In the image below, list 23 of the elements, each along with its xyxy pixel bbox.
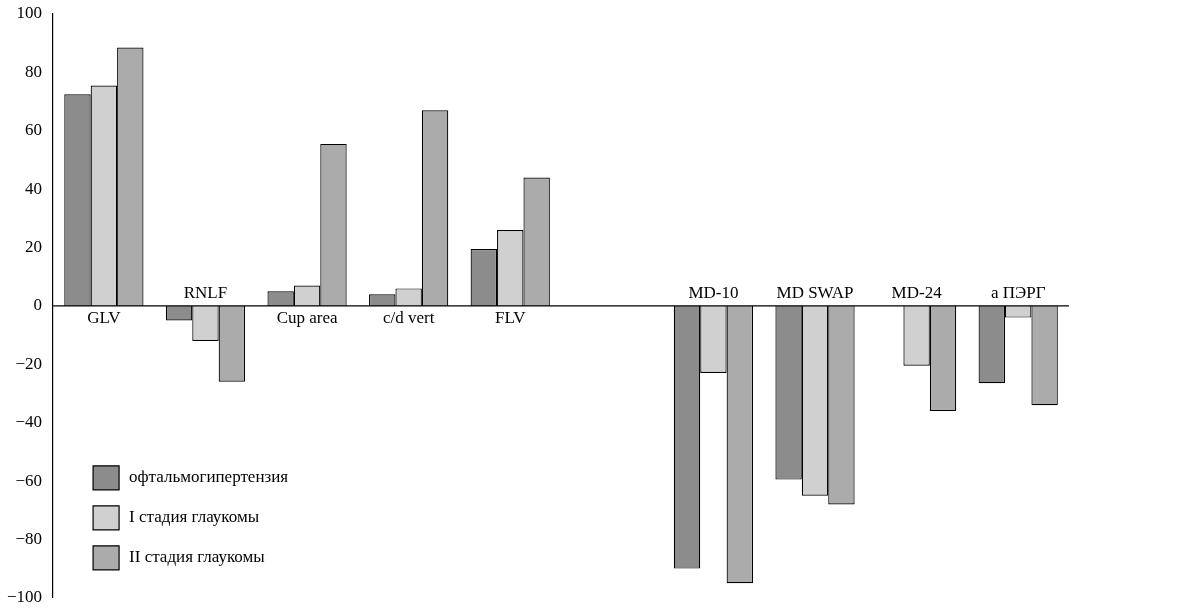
y-tick-label: 100 [16,3,43,23]
y-tick-label: 20 [25,236,43,256]
y-tick-label: −80 [15,528,43,548]
x-tick-label: Cup area [276,307,338,327]
x-tick-label: RNLF [183,282,228,302]
y-tick-label: −40 [15,412,43,432]
legend-label: I стадия глаукомы [129,507,260,527]
x-tick-label: FLV [494,307,527,327]
x-tick-label: MD SWAP [776,282,854,302]
y-tick-label: 0 [33,295,43,315]
legend-label: офтальмогипертензия [129,467,289,487]
y-tick-label: 40 [25,178,43,198]
x-tick-label: а ПЭРГ [990,282,1046,302]
y-tick-label: 60 [25,120,43,140]
x-tick-label: c/d vert [382,307,435,327]
x-tick-label: GLV [87,307,122,327]
x-tick-label: MD-10 [688,282,739,302]
y-tick-label: 80 [25,61,43,81]
y-tick-label: −100 [6,587,43,607]
y-tick-label: −60 [15,470,43,490]
y-tick-label: −20 [15,353,43,373]
x-tick-label: MD-24 [891,282,943,302]
legend-label: II стадия глаукомы [129,547,266,567]
